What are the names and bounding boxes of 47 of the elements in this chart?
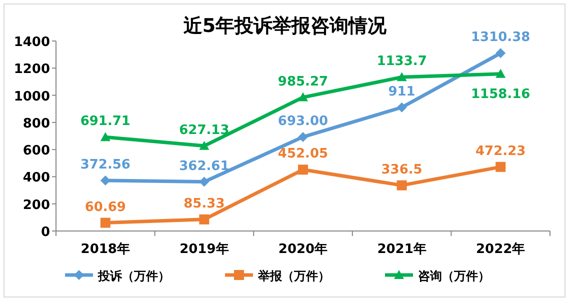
data-label: 1310.38: [470, 30, 530, 46]
data-label: 985.27: [278, 74, 328, 90]
point: [298, 164, 308, 175]
x-tick-label: 2020年: [278, 242, 328, 257]
data-label: 60.69: [84, 200, 126, 215]
point: [496, 162, 506, 172]
y-tick-label: 1000: [14, 89, 50, 104]
x-tick-label: 2022年: [476, 242, 526, 257]
y-tick-label: 1400: [14, 35, 50, 50]
x-tick-label: 2019年: [180, 242, 229, 257]
data-label: 691.71: [80, 114, 130, 130]
x-tick-label: 2021年: [377, 242, 426, 257]
data-label: 472.23: [476, 144, 526, 159]
point: [199, 214, 210, 224]
chart-title: 近5年投诉举报咨询情况: [182, 15, 388, 37]
point: [496, 48, 506, 58]
point: [100, 175, 110, 186]
point: [199, 140, 210, 150]
legend-label: 投诉（万件）: [97, 269, 170, 283]
data-label: 362.61: [179, 158, 230, 174]
data-label: 693.00: [278, 114, 328, 129]
y-tick-label: 800: [22, 116, 50, 132]
point: [100, 218, 110, 228]
y-tick-label: 0: [40, 225, 50, 240]
point: [396, 102, 407, 112]
point: [298, 132, 308, 142]
legend-label: 举报（万件）: [257, 269, 330, 283]
data-label: 372.56: [80, 157, 130, 172]
y-tick-label: 1200: [14, 62, 50, 78]
point: [199, 176, 210, 187]
data-label: 627.13: [179, 122, 230, 138]
x-tick-label: 2018年: [80, 242, 130, 257]
data-label: 911: [388, 84, 416, 100]
legend-label: 咨询（万件）: [418, 269, 490, 283]
point: [100, 132, 110, 142]
y-tick-label: 200: [22, 198, 50, 213]
point: [496, 68, 506, 78]
data-label: 1133.7: [376, 54, 427, 70]
point: [396, 72, 407, 82]
data-label: 336.5: [381, 162, 422, 178]
data-label: 1158.16: [470, 86, 530, 102]
data-label: 452.05: [278, 146, 328, 162]
data-label: 85.33: [184, 196, 225, 212]
y-tick-label: 600: [22, 144, 50, 159]
y-tick-label: 400: [22, 170, 50, 186]
point: [396, 180, 407, 190]
point: [298, 92, 308, 102]
